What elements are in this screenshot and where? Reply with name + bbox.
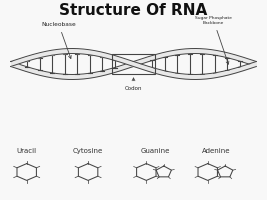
Text: Nucleobase: Nucleobase: [41, 22, 76, 59]
Text: Codon: Codon: [125, 78, 142, 91]
Text: Structure Of RNA: Structure Of RNA: [59, 3, 208, 18]
Text: Guanine: Guanine: [140, 148, 170, 154]
Text: Cytosine: Cytosine: [73, 148, 103, 154]
Text: Uracil: Uracil: [17, 148, 37, 154]
Text: Adenine: Adenine: [202, 148, 230, 154]
Text: Sugar Phosphate
Backbone: Sugar Phosphate Backbone: [195, 16, 232, 64]
